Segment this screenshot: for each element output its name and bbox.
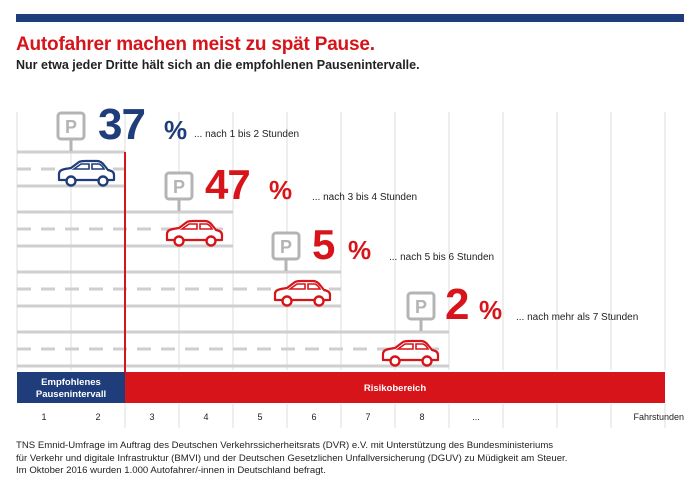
x-tick-label: 6	[311, 412, 316, 422]
top-bar	[16, 14, 684, 22]
footnote-line-3: Im Oktober 2016 wurden 1.000 Autofahrer/…	[16, 465, 326, 476]
value-label-2: 47	[205, 161, 250, 208]
category-label-2: ... nach 3 bis 4 Stunden	[312, 192, 417, 203]
value-label-4: 2	[445, 280, 468, 329]
x-tick-label: 5	[257, 412, 262, 422]
zone-bar-1	[17, 372, 125, 403]
percent-sign-2: %	[269, 175, 292, 205]
zone-label-line-1: Empfohlenes	[41, 377, 101, 388]
car-wheel	[281, 295, 293, 307]
car-wheel	[173, 235, 185, 247]
zone-bar-2	[125, 372, 665, 403]
road-4	[17, 330, 449, 368]
car-window	[179, 223, 198, 230]
car-icon-2	[165, 219, 224, 247]
zone-label-line-2: Pausenintervall	[36, 389, 106, 400]
footnote-line-2: für Verkehr und digitale Infrastruktur (…	[16, 452, 568, 464]
x-axis-title: Fahrstunden	[633, 412, 684, 422]
car-window	[395, 343, 414, 350]
chart-subtitle: Nur etwa jeder Dritte hält sich an die e…	[16, 58, 420, 72]
parking-sign-letter: P	[415, 297, 427, 317]
percent-sign-4: %	[479, 295, 502, 325]
car-icon-1	[57, 159, 116, 187]
parking-sign-letter: P	[65, 117, 77, 137]
value-label-3: 5	[312, 221, 335, 268]
car-wheel	[421, 355, 433, 367]
car-wheel	[313, 295, 325, 307]
x-tick-label: 4	[203, 412, 208, 422]
x-tick-label: 2	[95, 412, 100, 422]
footnote: TNS Emnid-Umfrage im Auftrag des Deutsch…	[16, 440, 696, 478]
parking-sign-letter: P	[173, 177, 185, 197]
category-label-3: ... nach 5 bis 6 Stunden	[389, 252, 494, 263]
parking-sign-icon-4: P	[406, 291, 436, 331]
car-wheel	[389, 355, 401, 367]
car-window	[415, 343, 430, 350]
x-tick-label: 7	[365, 412, 370, 422]
car-wheel	[65, 175, 77, 187]
car-icon-4	[381, 339, 440, 367]
x-tick-label: 1	[41, 412, 46, 422]
parking-sign-icon-2: P	[164, 171, 194, 211]
car-window	[307, 283, 322, 290]
x-tick-label: ...	[472, 412, 480, 422]
value-label-1: 37	[98, 100, 145, 149]
category-label-1: ... nach 1 bis 2 Stunden	[194, 129, 299, 140]
parking-sign-letter: P	[280, 237, 292, 257]
chart-title: Autofahrer machen meist zu spät Pause.	[16, 34, 375, 55]
percent-sign-1: %	[164, 115, 187, 145]
percent-sign-3: %	[348, 235, 371, 265]
car-wheel	[205, 235, 217, 247]
x-tick-label: 8	[419, 412, 424, 422]
parking-sign-icon-3: P	[271, 231, 301, 271]
zone-label: Risikobereich	[364, 383, 426, 394]
category-label-4: ... nach mehr als 7 Stunden	[516, 312, 638, 323]
footnote-line-1: TNS Emnid-Umfrage im Auftrag des Deutsch…	[16, 440, 554, 451]
car-window	[287, 283, 306, 290]
car-window	[91, 163, 106, 170]
car-window	[199, 223, 214, 230]
x-tick-label: 3	[149, 412, 154, 422]
car-window	[71, 163, 90, 170]
car-icon-3	[273, 279, 332, 307]
car-wheel	[97, 175, 109, 187]
parking-sign-icon-1: P	[56, 111, 86, 151]
